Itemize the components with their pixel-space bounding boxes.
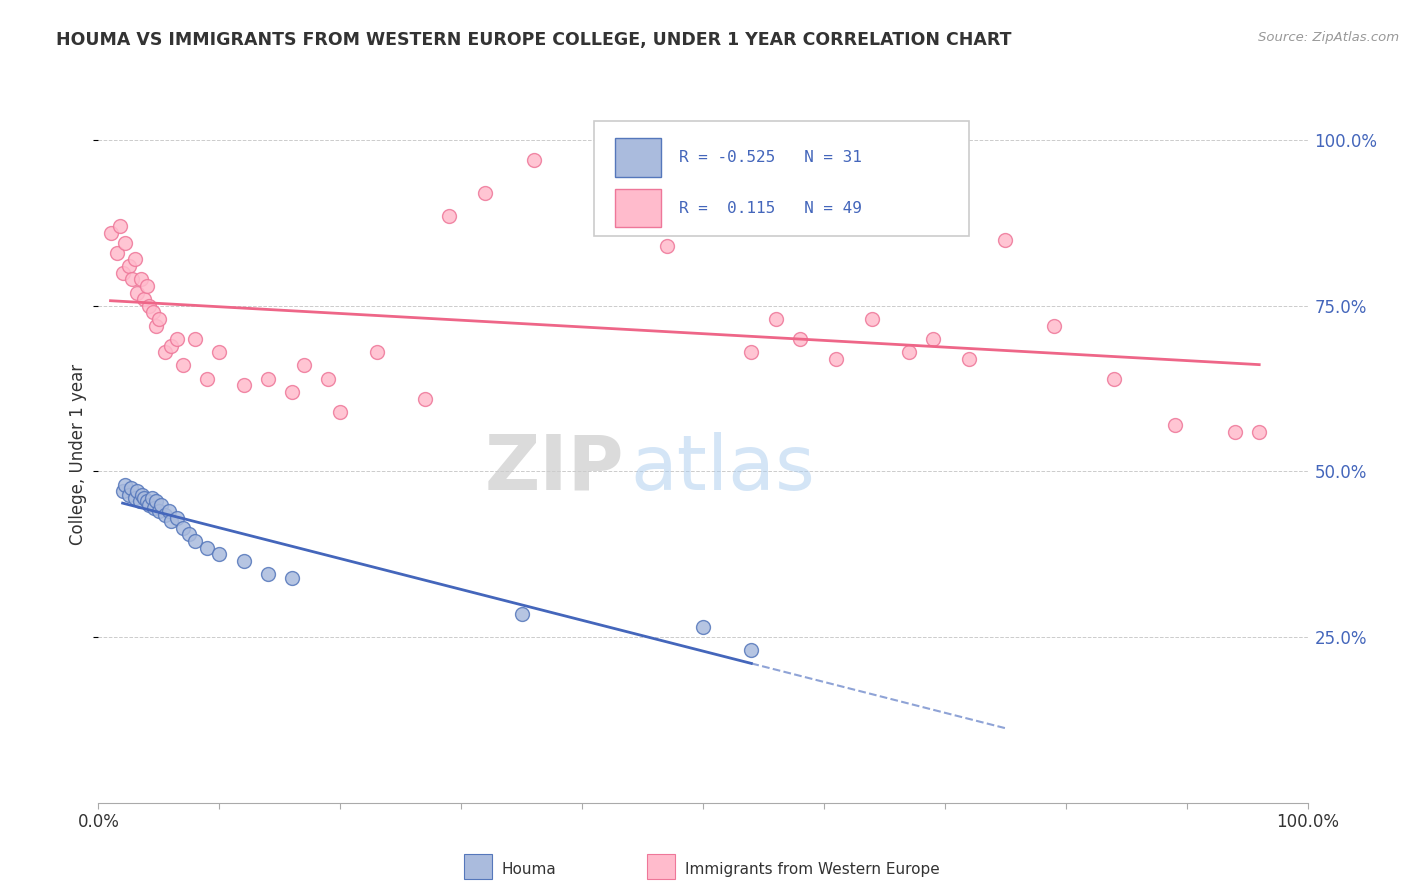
Point xyxy=(1042,318,1064,333)
Point xyxy=(184,534,207,549)
Point xyxy=(153,508,176,522)
Point xyxy=(281,384,304,399)
Text: R = -0.525   N = 31: R = -0.525 N = 31 xyxy=(679,151,862,165)
Point xyxy=(111,484,134,499)
Text: ZIP: ZIP xyxy=(485,432,624,506)
Point xyxy=(131,488,153,502)
Point xyxy=(232,378,254,392)
Point xyxy=(134,491,156,505)
Point xyxy=(897,345,920,359)
Point xyxy=(474,186,496,201)
Point xyxy=(329,405,352,419)
Point xyxy=(166,511,188,525)
Point xyxy=(316,372,339,386)
Point xyxy=(111,266,134,280)
Point xyxy=(256,372,278,386)
Text: Houma: Houma xyxy=(502,863,557,877)
Point xyxy=(129,272,152,286)
Point xyxy=(114,235,136,250)
Point xyxy=(1223,425,1246,439)
Point xyxy=(108,219,131,234)
Point xyxy=(184,332,207,346)
Y-axis label: College, Under 1 year: College, Under 1 year xyxy=(69,364,87,546)
Point xyxy=(120,481,142,495)
Point xyxy=(208,547,231,561)
Point xyxy=(138,299,160,313)
Point xyxy=(114,477,136,491)
Point xyxy=(692,620,714,634)
Text: HOUMA VS IMMIGRANTS FROM WESTERN EUROPE COLLEGE, UNDER 1 YEAR CORRELATION CHART: HOUMA VS IMMIGRANTS FROM WESTERN EUROPE … xyxy=(56,31,1012,49)
Point xyxy=(789,332,811,346)
Point xyxy=(1102,372,1125,386)
Point xyxy=(160,514,183,528)
Point xyxy=(148,504,170,518)
Point xyxy=(127,484,149,499)
Point xyxy=(138,498,160,512)
Point xyxy=(124,252,146,267)
Point xyxy=(740,345,762,359)
Point xyxy=(145,494,167,508)
Point xyxy=(127,285,149,300)
Point xyxy=(607,199,630,213)
Point xyxy=(134,292,156,306)
Point xyxy=(121,272,143,286)
Point xyxy=(179,527,201,541)
Point xyxy=(413,392,436,406)
Point xyxy=(957,351,980,366)
Point xyxy=(1249,425,1271,439)
Point xyxy=(256,567,278,582)
Point xyxy=(153,345,176,359)
Point xyxy=(366,345,388,359)
FancyBboxPatch shape xyxy=(614,189,661,227)
Point xyxy=(860,312,883,326)
Point xyxy=(160,338,183,352)
Point xyxy=(172,359,194,373)
Point xyxy=(141,491,163,505)
Point xyxy=(232,554,254,568)
Point xyxy=(118,259,141,273)
Point xyxy=(994,233,1017,247)
Point xyxy=(510,607,533,621)
FancyBboxPatch shape xyxy=(614,138,661,177)
Point xyxy=(281,570,304,584)
Point xyxy=(105,245,128,260)
Point xyxy=(128,494,150,508)
Point xyxy=(143,500,166,515)
Point xyxy=(740,643,762,657)
Point xyxy=(292,359,315,373)
Point xyxy=(195,541,218,555)
Point xyxy=(166,332,188,346)
Point xyxy=(150,498,173,512)
Text: Immigrants from Western Europe: Immigrants from Western Europe xyxy=(685,863,939,877)
Point xyxy=(825,351,848,366)
Point xyxy=(765,312,787,326)
Point xyxy=(100,226,122,240)
Text: R =  0.115   N = 49: R = 0.115 N = 49 xyxy=(679,201,862,216)
Point xyxy=(437,210,460,224)
Point xyxy=(157,504,180,518)
Point xyxy=(124,491,146,505)
Point xyxy=(148,312,170,326)
Point xyxy=(523,153,546,167)
Point xyxy=(172,521,194,535)
Text: Source: ZipAtlas.com: Source: ZipAtlas.com xyxy=(1258,31,1399,45)
Point xyxy=(142,305,165,319)
Point xyxy=(921,332,943,346)
Point xyxy=(118,488,141,502)
Point xyxy=(208,345,231,359)
Point xyxy=(135,279,157,293)
Text: atlas: atlas xyxy=(630,432,815,506)
FancyBboxPatch shape xyxy=(595,121,969,235)
Point xyxy=(1163,418,1185,433)
Point xyxy=(135,494,157,508)
Point xyxy=(195,372,218,386)
Point xyxy=(655,239,678,253)
Point xyxy=(145,318,167,333)
